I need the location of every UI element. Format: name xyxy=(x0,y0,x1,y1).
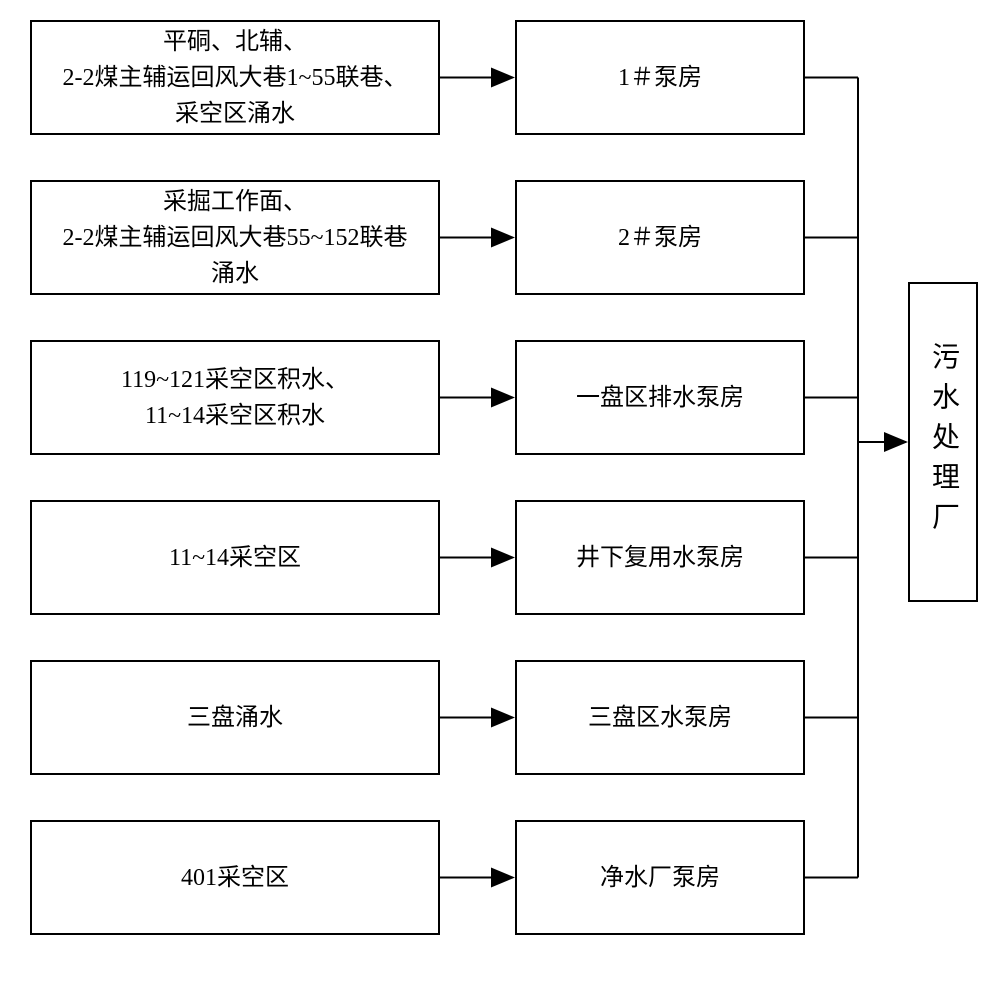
pump-label: 1＃泵房 xyxy=(618,60,702,96)
source-node-3: 119~121采空区积水、11~14采空区积水 xyxy=(30,340,440,455)
pump-node-1: 1＃泵房 xyxy=(515,20,805,135)
source-label: 11~14采空区 xyxy=(169,540,301,576)
pump-label: 2＃泵房 xyxy=(618,220,702,256)
pump-node-5: 三盘区水泵房 xyxy=(515,660,805,775)
pump-node-2: 2＃泵房 xyxy=(515,180,805,295)
source-node-2: 采掘工作面、2-2煤主辅运回风大巷55~152联巷涌水 xyxy=(30,180,440,295)
sink-label: 污水处理厂 xyxy=(923,342,963,542)
source-label: 401采空区 xyxy=(181,860,289,896)
pump-node-6: 净水厂泵房 xyxy=(515,820,805,935)
source-node-5: 三盘涌水 xyxy=(30,660,440,775)
pump-label: 三盘区水泵房 xyxy=(588,700,732,736)
source-label: 平硐、北辅、2-2煤主辅运回风大巷1~55联巷、采空区涌水 xyxy=(63,24,408,132)
source-label: 三盘涌水 xyxy=(187,700,283,736)
source-node-6: 401采空区 xyxy=(30,820,440,935)
pump-label: 井下复用水泵房 xyxy=(576,540,744,576)
sink-node: 污水处理厂 xyxy=(908,282,978,602)
source-label: 119~121采空区积水、11~14采空区积水 xyxy=(121,362,349,434)
pump-node-4: 井下复用水泵房 xyxy=(515,500,805,615)
pump-node-3: 一盘区排水泵房 xyxy=(515,340,805,455)
pump-label: 一盘区排水泵房 xyxy=(576,380,744,416)
pump-label: 净水厂泵房 xyxy=(600,860,720,896)
source-node-1: 平硐、北辅、2-2煤主辅运回风大巷1~55联巷、采空区涌水 xyxy=(30,20,440,135)
source-node-4: 11~14采空区 xyxy=(30,500,440,615)
source-label: 采掘工作面、2-2煤主辅运回风大巷55~152联巷涌水 xyxy=(63,184,408,292)
